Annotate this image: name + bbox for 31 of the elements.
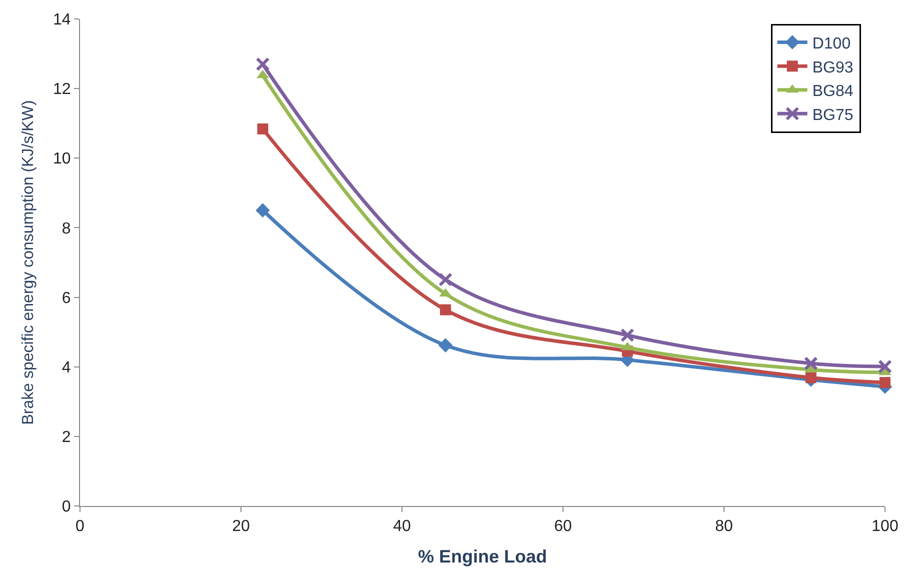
y-tick-label: 6: [62, 290, 71, 307]
x-tick-label: 100: [872, 518, 898, 536]
legend-label: BG75: [812, 106, 854, 124]
point: [256, 203, 270, 218]
point: [880, 377, 890, 388]
point: [438, 338, 453, 352]
y-tick-label: 10: [53, 150, 71, 168]
y-tick-label: 2: [62, 429, 71, 446]
x-tick-label: 40: [393, 518, 411, 536]
point: [256, 57, 270, 72]
y-tick-label: 0: [62, 498, 71, 516]
point: [438, 272, 452, 287]
point: [805, 372, 816, 384]
y-tick-label: 12: [53, 81, 71, 98]
legend-label: BG93: [812, 59, 854, 76]
point: [620, 328, 634, 342]
point: [878, 360, 892, 374]
x-tick-label: 80: [715, 518, 733, 536]
y-axis-title: Brake specific energy consumption (KJ/s/KW): [20, 100, 37, 425]
legend-label: BG84: [812, 83, 854, 100]
y-tick-label: 4: [62, 359, 71, 376]
point: [440, 304, 451, 316]
point: [804, 356, 818, 370]
legend-label: D100: [812, 36, 851, 53]
x-tick-label: 20: [232, 518, 250, 536]
x-tick-label: 0: [76, 518, 85, 536]
point: [257, 123, 268, 134]
y-tick-label: 14: [53, 12, 71, 29]
x-tick-label: 60: [554, 518, 572, 536]
x-axis-title: % Engine Load: [418, 546, 548, 566]
y-tick-label: 8: [62, 220, 71, 238]
